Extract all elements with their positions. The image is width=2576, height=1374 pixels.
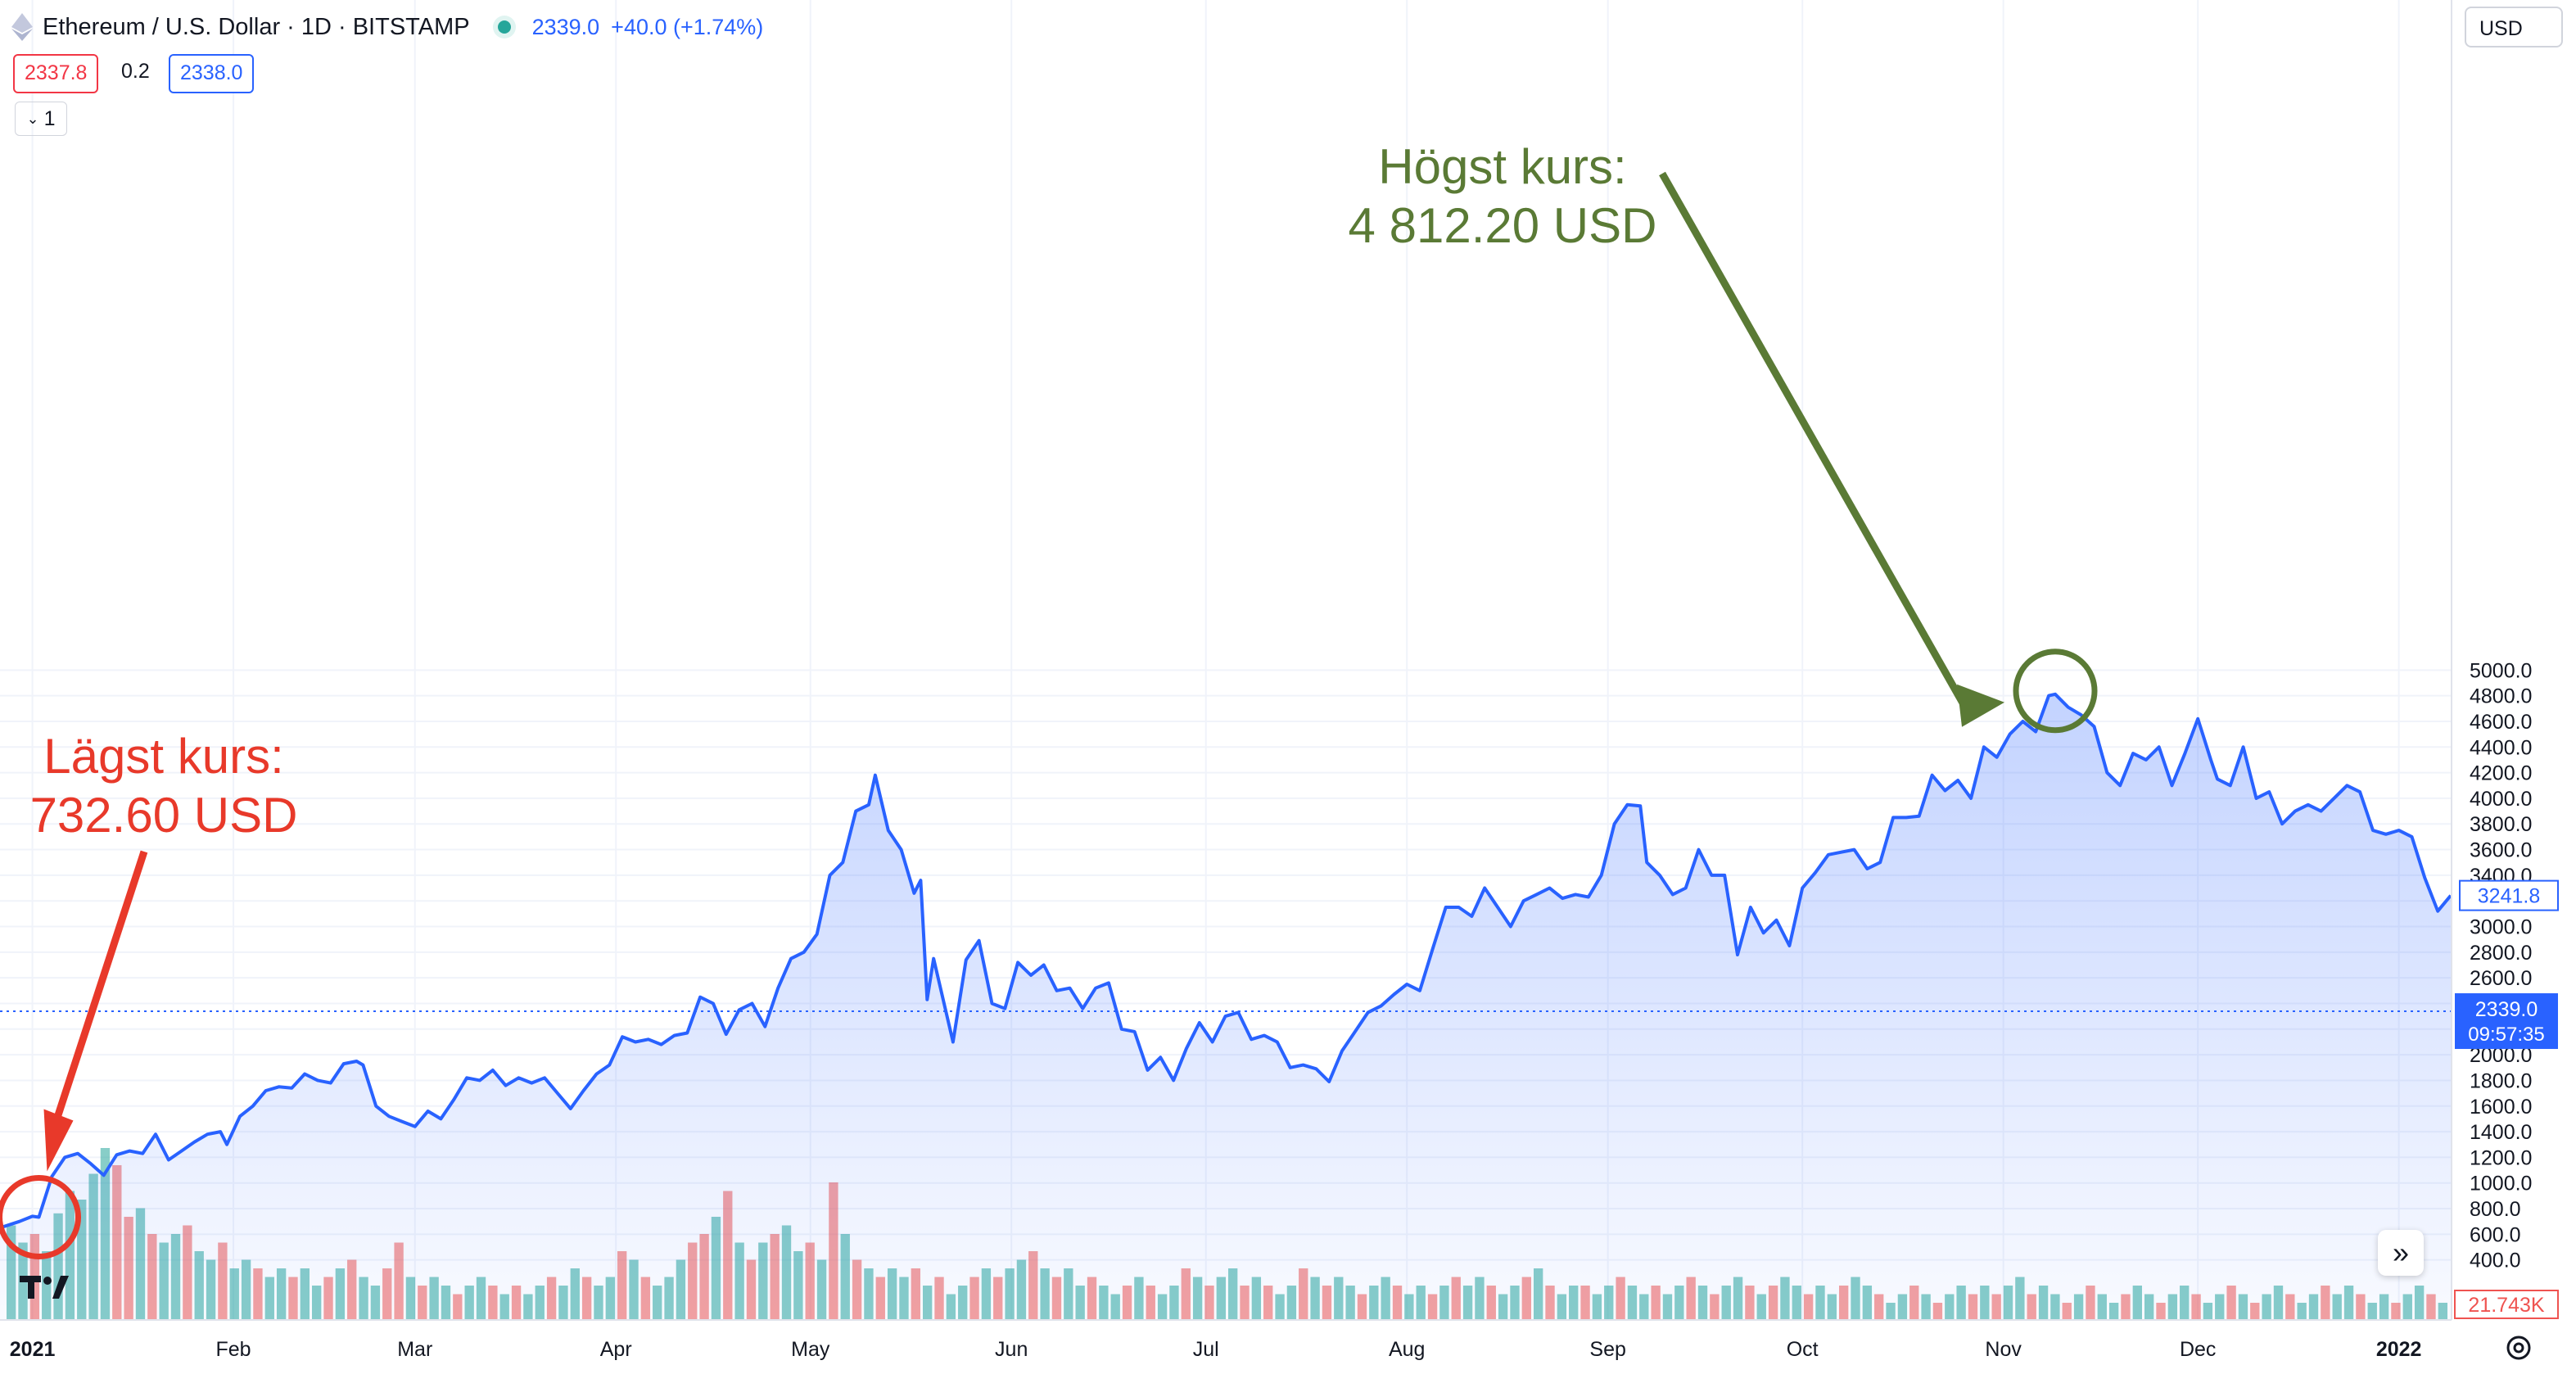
price-area — [0, 694, 2451, 1320]
time-tick-label: 2021 — [10, 1338, 56, 1361]
price-tick-label: 3600.0 — [2470, 839, 2532, 862]
time-tick-label: Mar — [397, 1338, 432, 1361]
highest-price-value: 4 812.20 USD — [1348, 198, 1657, 253]
last-price-tag — [2459, 879, 2559, 911]
time-tick-label: Sep — [1589, 1338, 1625, 1361]
currency-select[interactable]: USD — [2465, 7, 2563, 47]
time-tick-label: Dec — [2180, 1338, 2216, 1361]
scroll-to-realtime-button[interactable]: » — [2378, 1230, 2424, 1276]
price-tick-label: 1200.0 — [2470, 1146, 2532, 1169]
highest-price-annotation: Högst kurs: 4 812.20 USD — [1343, 138, 1662, 255]
lowest-price-label: Lägst kurs: — [43, 729, 284, 784]
lowest-price-value: 732.60 USD — [29, 788, 298, 843]
symbol-title: Ethereum / U.S. Dollar · 1D · BITSTAMP — [43, 13, 470, 40]
price-tick-label: 400.0 — [2470, 1250, 2521, 1272]
price-tick-label: 5000.0 — [2470, 659, 2532, 682]
annotation-markers — [0, 171, 2098, 1260]
indicator-count: 1 — [43, 107, 56, 130]
highest-price-circle — [2013, 649, 2098, 734]
price-tick-label: 600.0 — [2470, 1223, 2521, 1246]
time-tick-label: 2022 — [2376, 1338, 2422, 1361]
bar-countdown: 09:57:35 — [2468, 1024, 2544, 1046]
price-tick-label: 3000.0 — [2470, 916, 2532, 939]
lowest-price-arrow — [53, 850, 148, 1120]
price-tick-label: 1400.0 — [2470, 1121, 2532, 1144]
time-tick-label: Jul — [1193, 1338, 1219, 1361]
time-tick-label: Nov — [1985, 1338, 2022, 1361]
price-tick-label: 4200.0 — [2470, 762, 2532, 785]
highest-price-arrowhead — [1957, 684, 2005, 727]
buy-price-button[interactable]: 2338.0 — [169, 54, 255, 93]
double-chevron-right-icon: » — [2392, 1236, 2410, 1269]
last-price-tag-text: 3241.8 — [2478, 885, 2540, 908]
market-open-icon — [497, 20, 511, 34]
time-tick-label: Oct — [1787, 1338, 1819, 1361]
last-price: 2339.0 — [531, 14, 600, 39]
indicators-toggle[interactable]: ⌄ 1 — [15, 102, 67, 136]
current-price-tag — [2455, 993, 2558, 1050]
ethereum-icon — [11, 13, 33, 41]
symbol-header[interactable]: Ethereum / U.S. Dollar · 1D · BITSTAMP 2… — [11, 8, 763, 46]
lowest-price-circle — [0, 1175, 81, 1260]
price-line — [0, 692, 2452, 1230]
time-tick-label: Aug — [1389, 1338, 1425, 1361]
time-tick-label: Jun — [995, 1338, 1028, 1361]
price-tick-label: 800.0 — [2470, 1198, 2521, 1221]
current-price-tag-text: 2339.0 — [2475, 998, 2538, 1021]
price-tick-label: 4600.0 — [2470, 711, 2532, 734]
price-tick-label: 1600.0 — [2470, 1096, 2532, 1119]
time-tick-label: Apr — [600, 1338, 632, 1361]
price-tags: 3241.8 2339.0 09:57:35 21.743K — [2454, 879, 2559, 1319]
price-change: +40.0 (+1.74%) — [611, 14, 764, 39]
gear-icon[interactable] — [2502, 1331, 2535, 1364]
lowest-price-arrowhead — [43, 1109, 74, 1172]
price-tick-label: 4800.0 — [2470, 685, 2532, 708]
price-tick-label: 2800.0 — [2470, 942, 2532, 965]
highest-price-arrow — [1659, 171, 1968, 709]
time-tick-label: Feb — [216, 1338, 251, 1361]
price-tick-label: 3800.0 — [2470, 813, 2532, 836]
price-tick-label: 4400.0 — [2470, 736, 2532, 759]
price-tick-label: 1000.0 — [2470, 1173, 2532, 1195]
sell-price-button[interactable]: 2337.8 — [13, 54, 99, 93]
price-tick-label: 2600.0 — [2470, 967, 2532, 990]
price-tick-label: 4000.0 — [2470, 788, 2532, 811]
lowest-price-annotation: Lägst kurs: 732.60 USD — [25, 727, 303, 845]
highest-price-label: Högst kurs: — [1378, 139, 1627, 194]
time-axis: 2021 Feb Mar Apr May Jun Jul Aug Sep Oct Nov Dec 202… — [0, 1319, 2452, 1361]
price-tick-label: 1800.0 — [2470, 1069, 2532, 1092]
time-tick-label: May — [791, 1338, 830, 1361]
spread-value: 0.2 — [121, 54, 150, 90]
volume-tag-text: 21.743K — [2468, 1294, 2544, 1317]
volume-tag — [2454, 1290, 2559, 1319]
tradingview-logo-icon[interactable] — [16, 1271, 74, 1304]
chevron-down-icon: ⌄ — [26, 111, 39, 127]
